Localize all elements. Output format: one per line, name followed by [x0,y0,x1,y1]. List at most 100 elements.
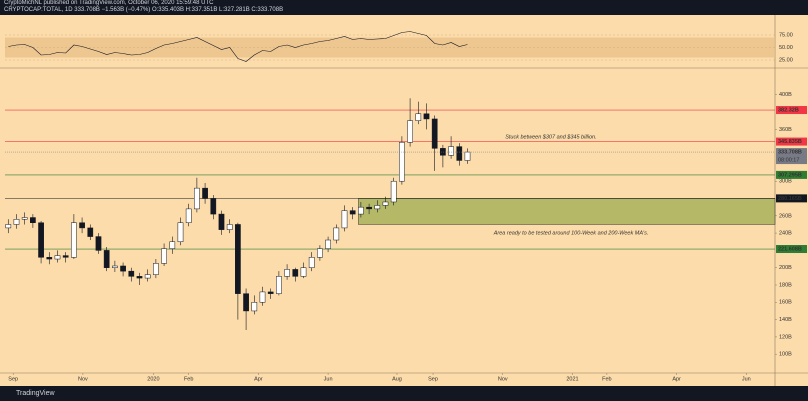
candle-body [120,265,126,272]
candle-body [390,180,397,203]
candle-body [349,210,356,215]
candle-body [399,142,405,182]
candle-body [62,255,69,258]
candle-body [374,205,381,210]
publisher: CryptoMichNL published on TradingView.co… [4,0,214,6]
candle-body [202,187,208,199]
candle-body [284,269,290,277]
level-tag [776,194,807,203]
candle-body [440,148,446,156]
x-tick-label: Apr [254,376,263,382]
level-label: 382.32B [778,107,799,113]
last-price-tag [776,148,807,165]
rsi-line [8,31,468,62]
last-price-label: 333.708B [778,150,802,156]
countdown: 08:00:17 [778,158,799,164]
candle-body [218,213,225,230]
candle-body [423,113,430,120]
candle-body [366,206,372,210]
candle-body [128,270,135,277]
candle-body [103,250,110,268]
candle-body [95,236,102,251]
level-label: 307.295B [778,172,802,178]
x-tick-label: Sep [428,376,438,382]
candle-body [235,224,241,294]
candle-body [71,222,77,258]
candle-body [243,293,249,312]
y-tick-label: 160B [779,300,792,306]
x-tick-label: Jun [324,376,333,382]
candle-body [308,257,315,268]
candle-body [341,210,348,229]
candle-body [333,227,340,241]
annotation: Area ready to be tested around 100-Week … [493,231,649,237]
header: CryptoMichNL published on TradingView.co… [0,0,808,15]
x-tick-label: Nov [78,376,88,382]
y-tick-label: 400B [779,92,792,98]
level-tag [776,170,807,179]
candle-body [169,241,176,249]
y-tick-label: 360B [779,127,792,133]
x-tick-label: 2020 [147,376,159,382]
candle-body [21,217,28,220]
level-tag [776,137,807,146]
candle-body [87,227,94,237]
candle-body [136,276,143,279]
candle-body [144,274,151,279]
y-tick-label: 180B [779,282,792,288]
candle-body [185,208,192,223]
candle-body [153,263,159,275]
level-label: 345.835B [778,139,802,145]
x-tick-label: Jun [742,376,751,382]
candle-body [177,222,184,243]
candle-body [259,291,266,303]
x-tick-label: Feb [184,376,193,382]
candle-body [407,120,413,143]
x-tick-label: Nov [498,376,508,382]
y-tick-label: 120B [779,334,792,340]
footer[interactable]: TradingView [0,386,808,401]
level-label: 280.165B [778,196,802,202]
candle-body [431,118,438,149]
symbol-line: CRYPTOCAP:TOTAL, 1D 333.708B −1.563B (−0… [4,7,284,13]
y-tick-label: 300B [779,179,792,185]
candle-body [38,222,44,258]
y-tick-label: 240B [779,231,792,237]
candle-body [448,146,454,156]
x-tick-label: Sep [8,376,18,382]
candle-body [317,248,323,258]
x-tick-label: Feb [602,376,611,382]
candle-body [358,206,364,215]
x-tick-label: 2021 [566,376,578,382]
candle-body [382,201,389,206]
support-zone [358,198,776,225]
annotation: Stuck between $307 and $345 billion. [505,135,596,141]
candle-body [276,276,282,294]
y-tick-label: 100B [779,352,792,358]
candle-body [79,222,85,229]
rsi-tick-label: 25.00 [779,57,793,63]
rsi-tick-label: 50.00 [779,45,793,51]
candle-body [161,248,167,264]
y-tick-label: 260B [779,213,792,219]
candle-body [267,291,274,294]
y-tick-label: 200B [779,265,792,271]
candle-body [464,151,471,161]
candle-body [292,269,299,277]
x-tick-label: Aug [392,376,402,382]
candle-body [300,267,307,277]
candle-body [210,198,217,215]
chart: 25.00 50.00 75.00 100B 120B 140B 160B 180B 200B 2… [0,15,808,386]
candle-body [54,255,61,260]
candle-body [30,217,36,223]
candle-body [13,219,20,225]
candle-body [194,187,200,210]
candle-body [415,113,422,121]
level-tag [776,245,807,254]
level-tag [776,106,807,115]
y-tick-label: 140B [779,317,792,323]
candle-body [325,239,331,249]
candle-body [456,146,463,161]
candle-body [112,265,118,268]
